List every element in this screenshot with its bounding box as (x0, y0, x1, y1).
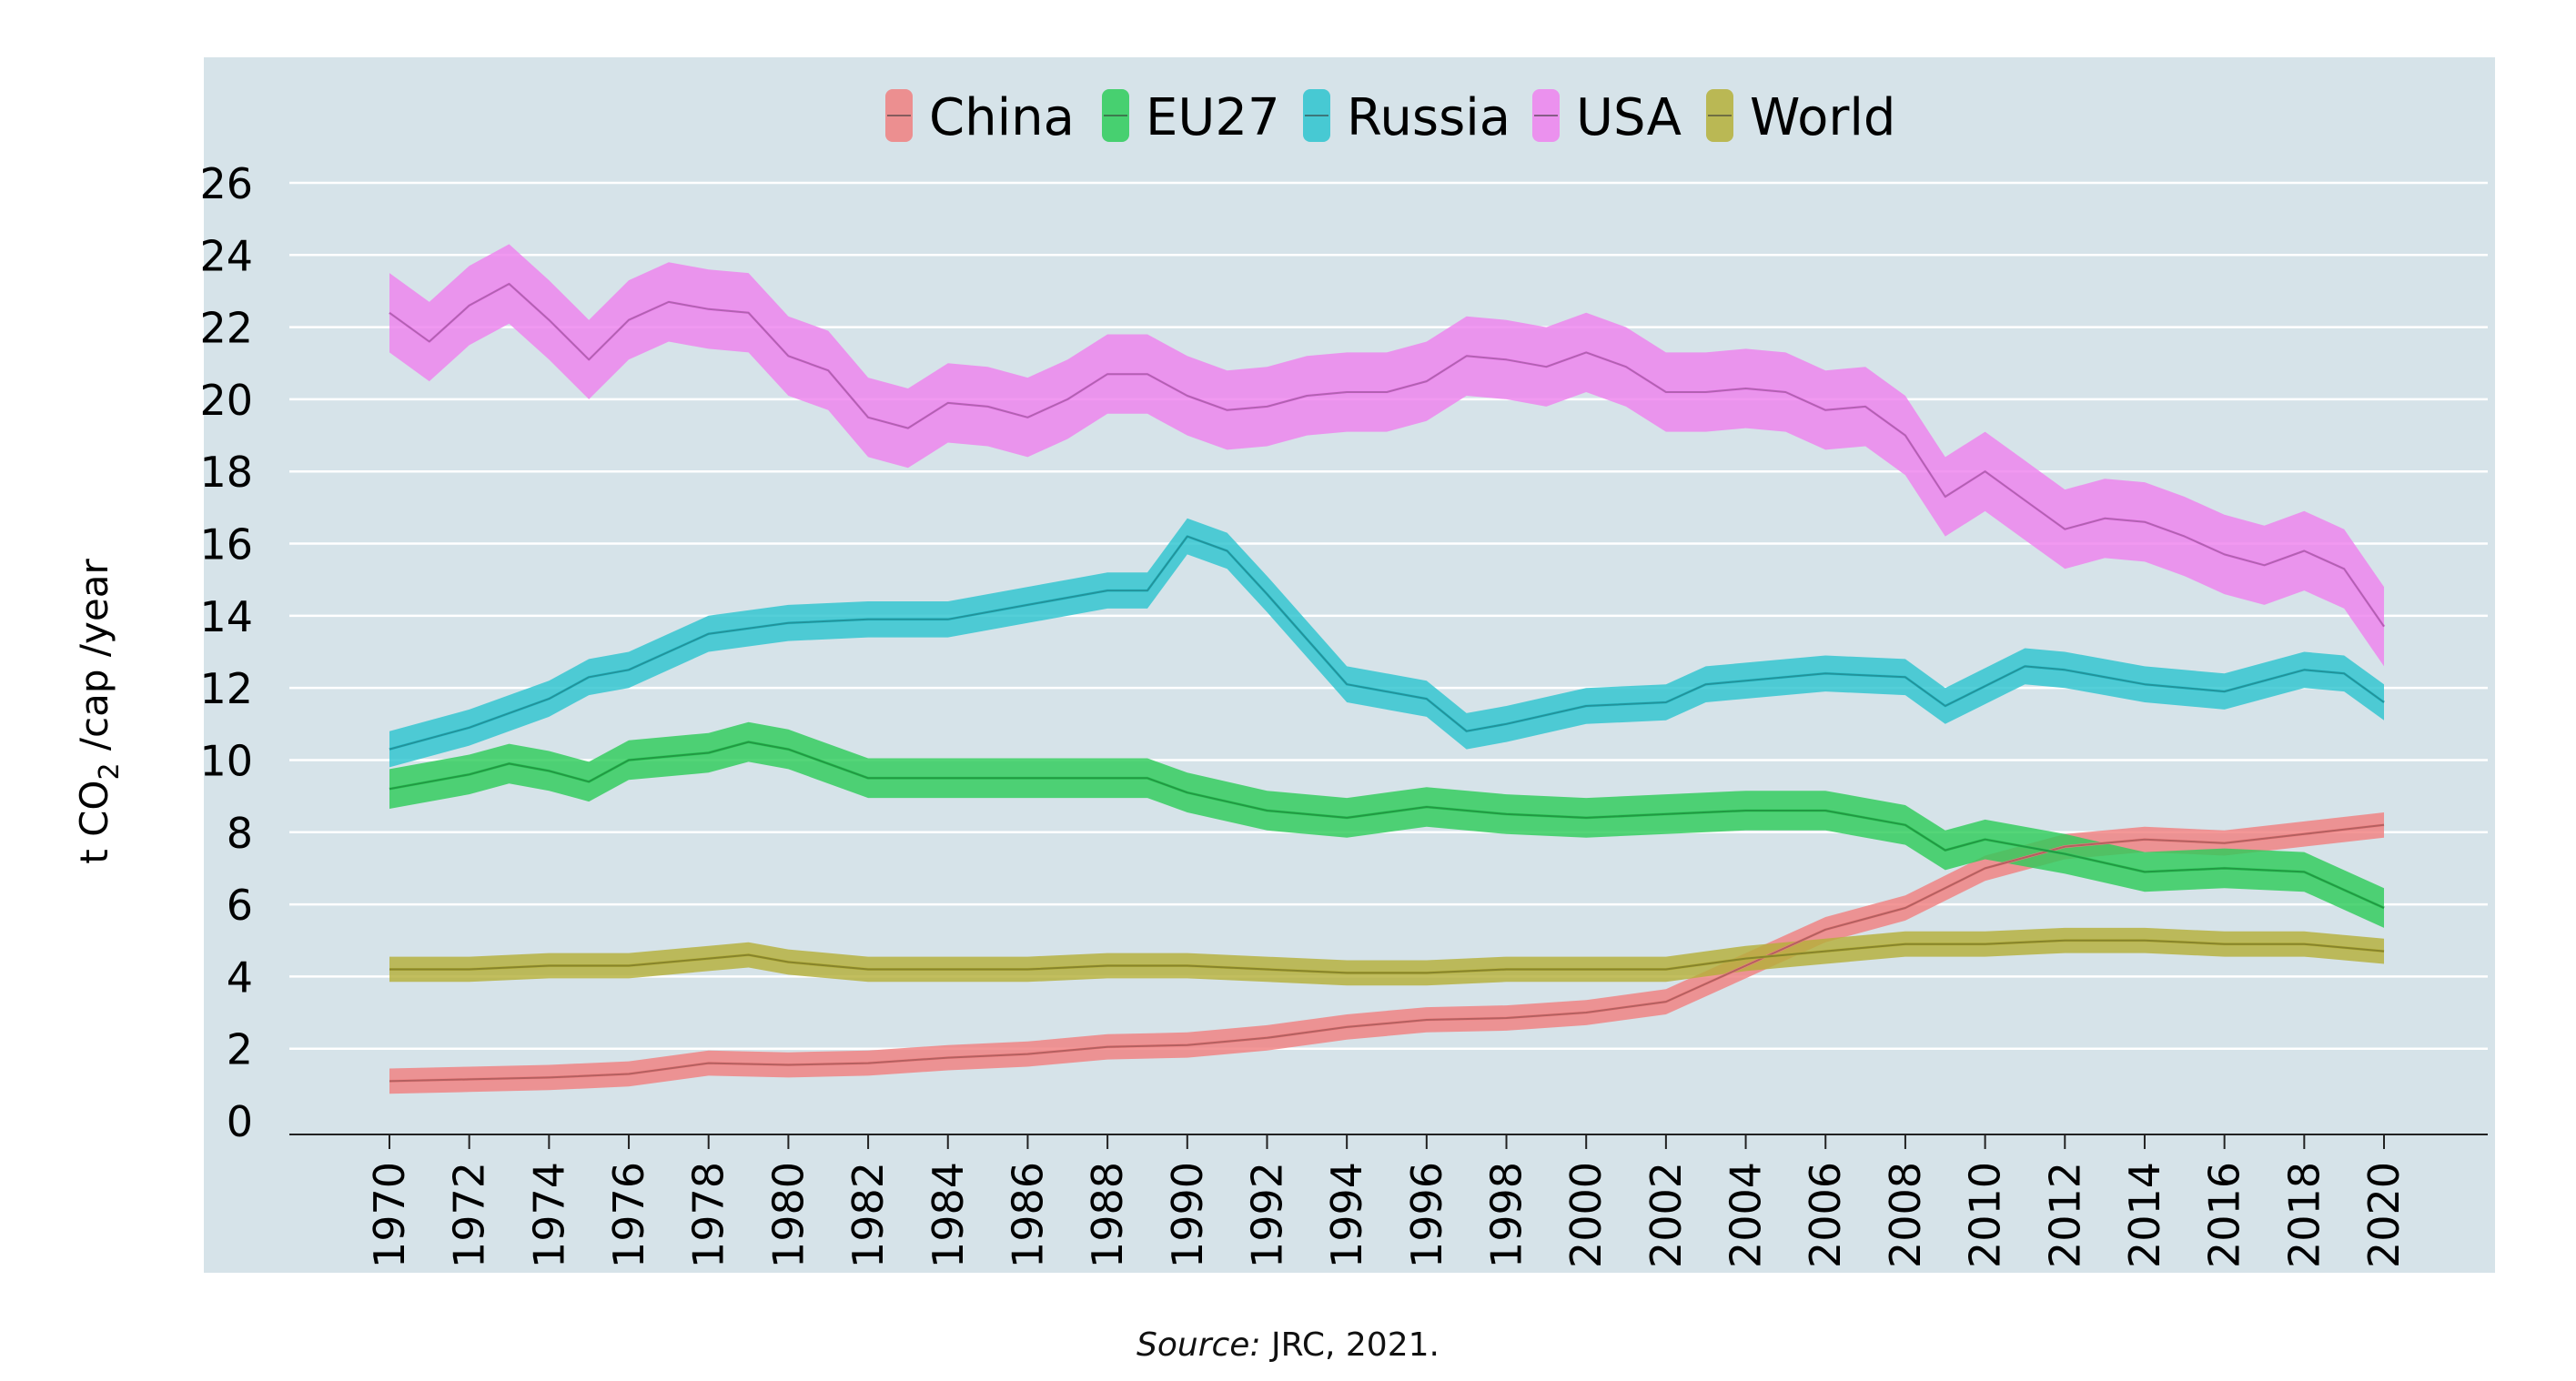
legend-item-usa: USA (1532, 88, 1682, 147)
y-tick-label: 18 (199, 448, 253, 497)
y-axis-label-main: t CO (72, 781, 116, 864)
y-axis-label-rest: /cap /year (72, 559, 116, 763)
x-tick-label: 2018 (2279, 1162, 2329, 1268)
y-tick-label: 16 (199, 520, 253, 570)
y-tick-label: 8 (227, 809, 253, 858)
line-core-eu27 (389, 741, 2385, 909)
x-tick-label: 1992 (1242, 1162, 1291, 1268)
line-usa (389, 282, 2386, 628)
plot-background (204, 57, 2495, 1273)
legend-item-china: China (885, 88, 1075, 147)
x-tick-label: 2012 (2040, 1162, 2089, 1268)
x-tick-label: 1986 (1003, 1162, 1052, 1268)
line-core-usa (389, 283, 2385, 628)
x-tick-label: 2006 (1801, 1162, 1850, 1268)
x-tick-label: 2014 (2120, 1162, 2169, 1268)
line-core-world (389, 939, 2385, 974)
legend-label-china: China (929, 88, 1075, 147)
legend-label-usa: USA (1576, 88, 1682, 147)
y-tick-label: 14 (199, 592, 253, 641)
legend-label-russia: Russia (1347, 88, 1510, 147)
x-tick-label: 1976 (604, 1162, 653, 1268)
line-core-russia (389, 535, 2385, 751)
y-axis-label: t CO2 /cap /year (72, 559, 126, 864)
band-world (389, 927, 2384, 986)
y-tick-label: 4 (227, 953, 253, 1002)
source-prefix: Source: (1136, 1326, 1261, 1364)
y-tick-label: 6 (227, 881, 253, 930)
source-note: Source: JRC, 2021. (0, 1326, 2576, 1364)
y-tick-label: 20 (199, 376, 253, 425)
source-text: JRC, 2021. (1260, 1326, 1440, 1364)
x-tick-label: 1980 (763, 1162, 813, 1268)
legend: China EU27 Russia USA World (885, 88, 1895, 147)
x-tick-label: 1974 (524, 1162, 573, 1268)
x-tick-label: 1994 (1322, 1162, 1371, 1268)
x-tick-label: 2004 (1722, 1162, 1771, 1268)
legend-item-russia: Russia (1303, 88, 1510, 147)
y-tick-label: 10 (199, 736, 253, 785)
y-tick-label: 26 (199, 159, 253, 208)
x-tick-label: 2000 (1561, 1162, 1611, 1268)
band-usa (389, 244, 2384, 667)
x-tick-label: 1996 (1402, 1162, 1451, 1268)
x-tick-label: 1990 (1163, 1162, 1212, 1268)
line-eu27 (389, 741, 2385, 910)
legend-label-world: World (1750, 88, 1895, 147)
legend-item-eu27: EU27 (1102, 88, 1280, 147)
line-russia (389, 535, 2385, 751)
x-tick-label: 1970 (365, 1162, 414, 1268)
y-tick-label: 12 (199, 664, 253, 713)
x-axis-ticks: 1970 1972 1974 1976 1978 1980 1982 1984 1986 1988… (365, 1134, 2409, 1268)
x-tick-label: 1984 (924, 1162, 973, 1268)
x-tick-label: 2002 (1642, 1162, 1691, 1268)
y-tick-label: 22 (199, 304, 253, 353)
band-eu27 (389, 721, 2384, 928)
y-tick-label: 0 (227, 1097, 253, 1146)
y-tick-label: 2 (227, 1025, 253, 1074)
legend-item-world: World (1706, 88, 1895, 147)
line-world (389, 939, 2385, 974)
x-tick-label: 2010 (1961, 1162, 2010, 1268)
y-axis-label-subscript: 2 (94, 762, 126, 780)
x-tick-label: 1972 (445, 1162, 494, 1268)
legend-label-eu27: EU27 (1146, 88, 1280, 147)
x-tick-label: 1998 (1482, 1162, 1531, 1268)
x-tick-label: 2020 (2359, 1162, 2409, 1268)
x-tick-label: 2008 (1881, 1162, 1930, 1268)
x-tick-label: 1988 (1083, 1162, 1132, 1268)
x-tick-label: 2016 (2200, 1162, 2249, 1268)
series-lines (389, 282, 2386, 1083)
x-tick-label: 1982 (844, 1162, 893, 1268)
y-tick-label: 24 (199, 231, 253, 280)
x-tick-label: 1978 (684, 1162, 733, 1268)
